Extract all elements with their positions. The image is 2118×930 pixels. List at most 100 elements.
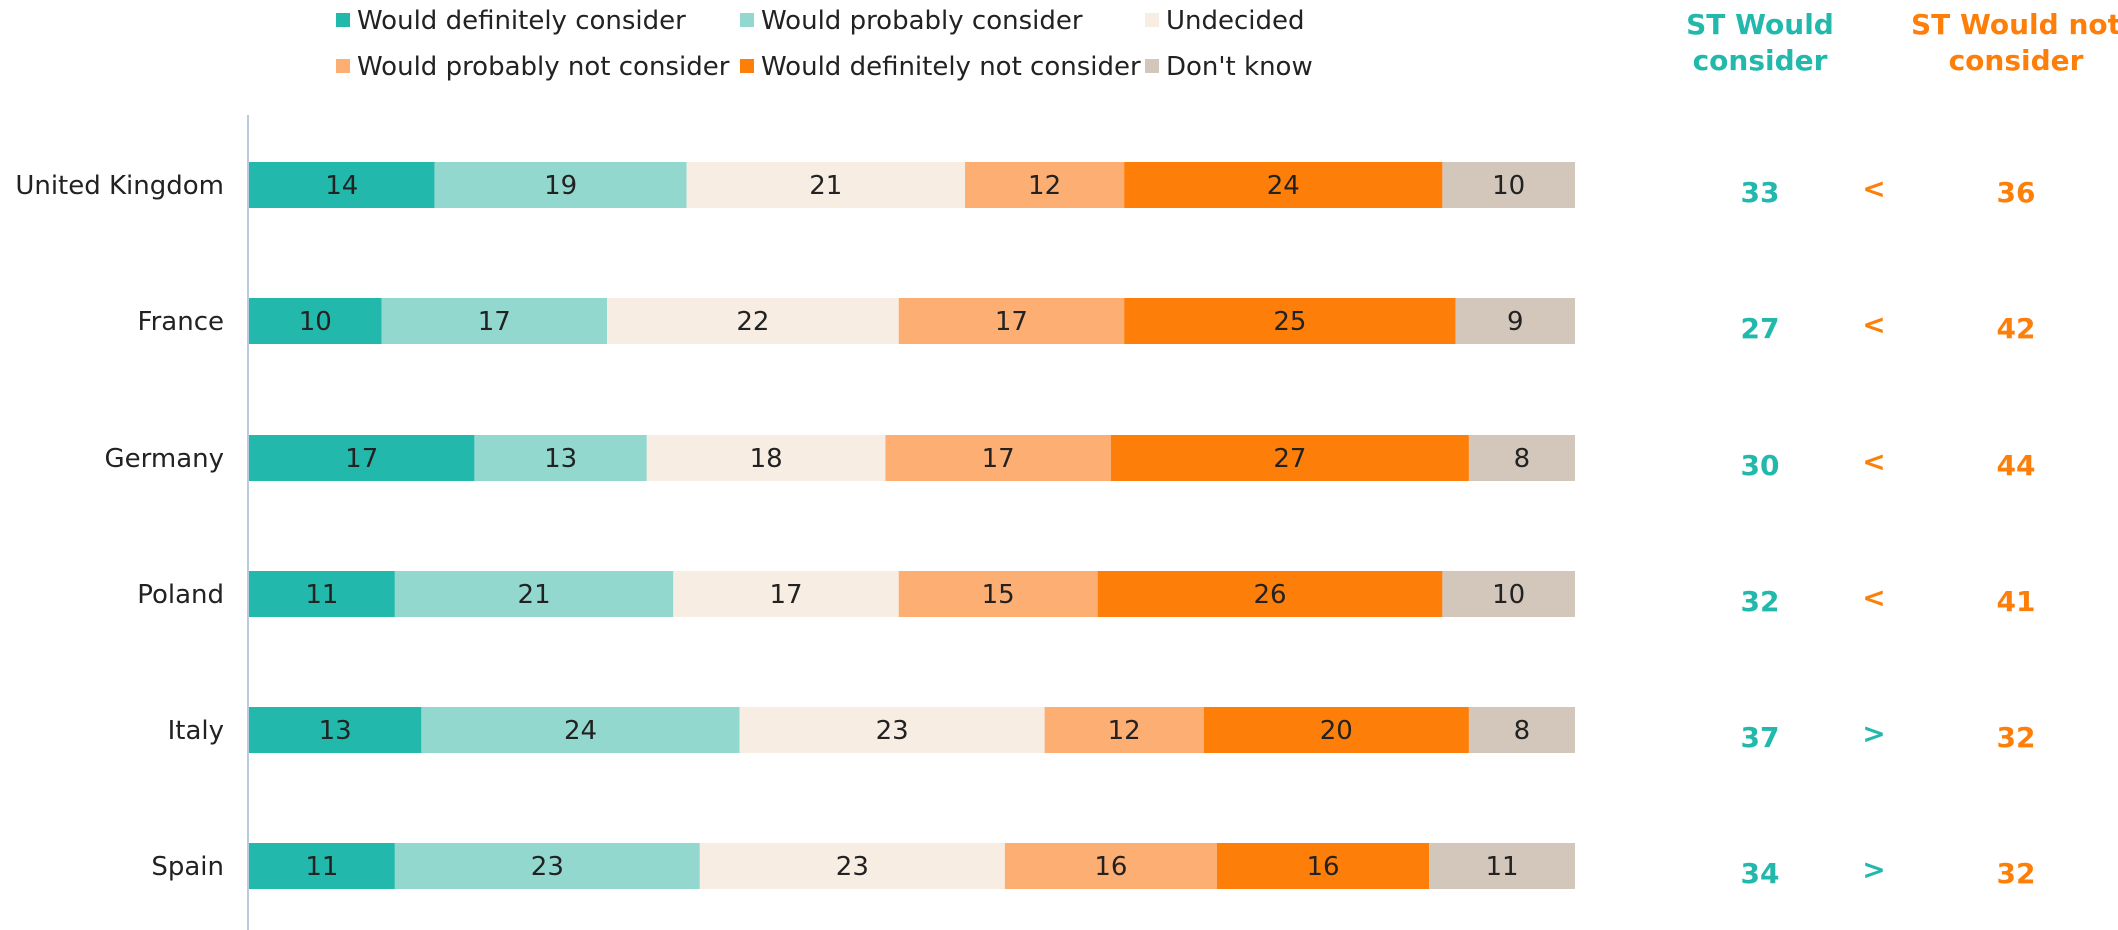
consider-header-line1: ST Would xyxy=(1686,8,1834,41)
bar-value-label: 23 xyxy=(876,716,909,746)
legend-label-2: Undecided xyxy=(1166,6,1305,36)
bar-value-label: 17 xyxy=(478,307,511,337)
bar-segment xyxy=(249,707,422,753)
legend-swatch-0 xyxy=(336,13,350,27)
bar-segment xyxy=(1455,298,1575,344)
bar-segment xyxy=(249,298,382,344)
bars: United Kingdom 14 19 21 12 24 10 France 10 17 22 17… xyxy=(15,162,1575,889)
bar-value-label: 15 xyxy=(982,580,1015,610)
bar-value-label: 11 xyxy=(305,852,338,882)
comparison-sign: > xyxy=(1862,717,1885,750)
category-label: Poland xyxy=(137,580,224,610)
legend-swatch-1 xyxy=(740,13,754,27)
bar-value-label: 10 xyxy=(299,307,332,337)
bar-segment xyxy=(249,435,475,481)
comparison-sign: < xyxy=(1862,308,1885,341)
legend: Would definitely consider Would probably … xyxy=(336,6,1313,82)
bar-value-label: 12 xyxy=(1108,716,1141,746)
comparison-sign: < xyxy=(1862,172,1885,205)
bar-segment xyxy=(607,298,899,344)
consider-value: 32 xyxy=(1741,585,1780,618)
bar-value-label: 17 xyxy=(995,307,1028,337)
bar-value-label: 19 xyxy=(544,171,577,201)
bar-segment xyxy=(1097,571,1443,617)
bar-value-label: 12 xyxy=(1028,171,1061,201)
consider-header-line2: consider xyxy=(1693,44,1828,77)
bar-segment xyxy=(898,571,1098,617)
bar-value-label: 27 xyxy=(1273,444,1306,474)
bar-segment xyxy=(394,843,700,889)
bar-segment xyxy=(1429,843,1575,889)
bar-value-label: 11 xyxy=(1486,852,1519,882)
bar-value-label: 17 xyxy=(345,444,378,474)
bar-value-label: 20 xyxy=(1320,716,1353,746)
bar-value-label: 17 xyxy=(769,580,802,610)
bar-segment xyxy=(1442,571,1575,617)
bar-value-label: 16 xyxy=(1094,852,1127,882)
bar-segment xyxy=(885,435,1111,481)
consider-value: 34 xyxy=(1741,857,1780,890)
category-label: France xyxy=(138,307,224,337)
legend-label-5: Don't know xyxy=(1166,52,1313,82)
consider-value: 33 xyxy=(1741,176,1780,209)
bar-segment xyxy=(739,707,1045,753)
bar-segment xyxy=(249,571,395,617)
consider-value: 37 xyxy=(1741,721,1780,754)
bar-value-label: 9 xyxy=(1507,307,1524,337)
category-label: Spain xyxy=(151,852,224,882)
not-consider-header-line1: ST Would not xyxy=(1911,8,2118,41)
legend-label-3: Would probably not consider xyxy=(357,52,730,82)
bar-segment xyxy=(249,843,395,889)
consider-value: 27 xyxy=(1741,312,1780,345)
bar-segment xyxy=(249,162,435,208)
bar-value-label: 25 xyxy=(1273,307,1306,337)
bar-segment xyxy=(965,162,1125,208)
bar-value-label: 21 xyxy=(518,580,551,610)
bar-segment xyxy=(1442,162,1575,208)
summary-columns: ST Would consider ST Would not consider … xyxy=(1686,8,2118,890)
consider-value: 30 xyxy=(1741,449,1780,482)
bar-segment xyxy=(381,298,608,344)
bar-value-label: 24 xyxy=(564,716,597,746)
bar-segment xyxy=(394,571,674,617)
bar-value-label: 18 xyxy=(750,444,783,474)
bar-value-label: 16 xyxy=(1307,852,1340,882)
bar-value-label: 10 xyxy=(1492,171,1525,201)
bar-segment xyxy=(1124,298,1456,344)
bar-segment xyxy=(421,707,740,753)
comparison-sign: > xyxy=(1862,853,1885,886)
bar-segment xyxy=(1044,707,1204,753)
bar-value-label: 21 xyxy=(809,171,842,201)
category-label: United Kingdom xyxy=(15,171,224,201)
bar-segment xyxy=(474,435,647,481)
comparison-sign: < xyxy=(1862,581,1885,614)
bar-segment xyxy=(1110,435,1469,481)
legend-label-1: Would probably consider xyxy=(761,6,1083,36)
bar-value-label: 13 xyxy=(319,716,352,746)
bar-value-label: 26 xyxy=(1253,580,1286,610)
bar-value-label: 11 xyxy=(305,580,338,610)
bar-value-label: 17 xyxy=(982,444,1015,474)
bar-value-label: 22 xyxy=(736,307,769,337)
category-label: Germany xyxy=(104,444,224,474)
bar-segment xyxy=(1216,843,1430,889)
bar-segment xyxy=(1468,707,1575,753)
bar-segment xyxy=(699,843,1005,889)
bar-segment xyxy=(686,162,966,208)
not-consider-value: 41 xyxy=(1997,585,2036,618)
bar-segment xyxy=(434,162,687,208)
bar-value-label: 13 xyxy=(544,444,577,474)
bar-value-label: 24 xyxy=(1267,171,1300,201)
legend-swatch-4 xyxy=(740,59,754,73)
bar-value-label: 8 xyxy=(1514,716,1531,746)
bar-segment xyxy=(646,435,886,481)
bar-segment xyxy=(1203,707,1469,753)
not-consider-header-line2: consider xyxy=(1949,44,2084,77)
bar-value-label: 10 xyxy=(1492,580,1525,610)
comparison-sign: < xyxy=(1862,445,1885,478)
legend-swatch-3 xyxy=(336,59,350,73)
legend-label-4: Would definitely not consider xyxy=(761,52,1141,82)
not-consider-value: 32 xyxy=(1997,721,2036,754)
bar-value-label: 23 xyxy=(836,852,869,882)
